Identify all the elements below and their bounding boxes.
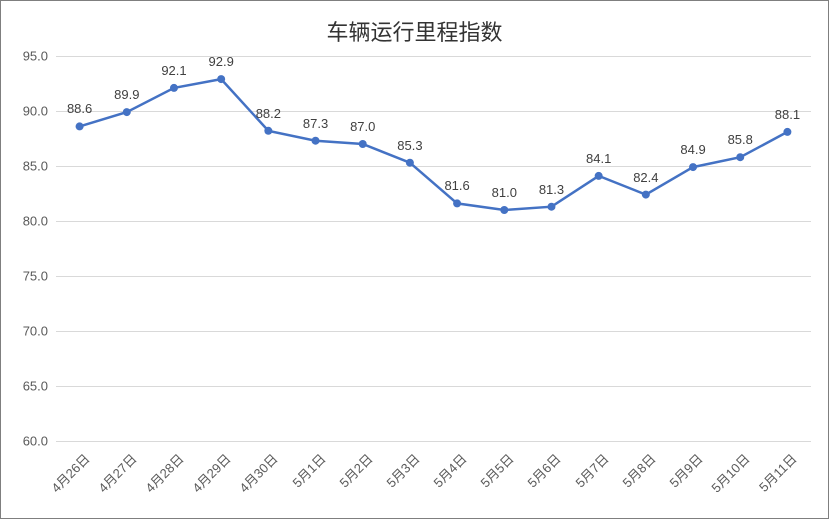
x-tick-label: 4月26日 [46, 449, 93, 496]
data-label: 92.9 [209, 54, 234, 69]
data-label: 87.3 [303, 116, 328, 131]
data-label: 88.2 [256, 106, 281, 121]
data-point [217, 75, 225, 83]
plot-area: 88.6 89.9 92.1 92.9 88.2 87.3 87.0 85.3 81.6 81.0… [56, 56, 811, 441]
data-point [453, 199, 461, 207]
data-point [264, 127, 272, 135]
x-tick-label: 5月10日 [706, 449, 753, 496]
y-tick-label: 85.0 [8, 159, 48, 174]
data-label: 88.1 [775, 107, 800, 122]
x-tick-label: 4月28日 [140, 449, 187, 496]
x-tick-label: 5月9日 [664, 449, 706, 491]
data-point [359, 140, 367, 148]
x-tick-label: 4月29日 [187, 449, 234, 496]
x-tick-label: 5月6日 [523, 449, 565, 491]
data-point [689, 163, 697, 171]
data-point [312, 137, 320, 145]
data-point [406, 159, 414, 167]
x-tick-label: 5月3日 [381, 449, 423, 491]
data-label: 87.0 [350, 119, 375, 134]
data-point [736, 153, 744, 161]
data-label: 84.9 [680, 142, 705, 157]
data-label: 85.3 [397, 138, 422, 153]
x-tick-label: 5月7日 [570, 449, 612, 491]
data-label: 92.1 [161, 63, 186, 78]
data-point [595, 172, 603, 180]
x-tick-label: 4月30日 [235, 449, 282, 496]
data-point [500, 206, 508, 214]
x-tick-label: 5月8日 [617, 449, 659, 491]
data-label: 81.0 [492, 185, 517, 200]
x-tick-label: 5月4日 [428, 449, 470, 491]
data-label: 82.4 [633, 170, 658, 185]
chart-title: 车辆运行里程指数 [1, 15, 828, 47]
gridline [56, 441, 811, 442]
y-tick-label: 75.0 [8, 269, 48, 284]
data-label: 81.6 [444, 178, 469, 193]
data-label: 81.3 [539, 182, 564, 197]
y-tick-label: 65.0 [8, 379, 48, 394]
x-tick-label: 5月5日 [476, 449, 518, 491]
data-point [783, 128, 791, 136]
data-point [123, 108, 131, 116]
data-label: 84.1 [586, 151, 611, 166]
chart-container: 车辆运行里程指数 60.0 65.0 70.0 75.0 80.0 85.0 90.0 95.… [0, 0, 829, 519]
x-tick-label: 5月2日 [334, 449, 376, 491]
x-tick-label: 4月27日 [93, 449, 140, 496]
data-label: 89.9 [114, 87, 139, 102]
x-tick-label: 5月1日 [287, 449, 329, 491]
y-tick-label: 90.0 [8, 104, 48, 119]
data-point [76, 122, 84, 130]
y-tick-label: 70.0 [8, 324, 48, 339]
data-label: 85.8 [728, 132, 753, 147]
x-tick-label: 5月11日 [754, 449, 800, 495]
line-series [56, 56, 811, 441]
y-tick-label: 95.0 [8, 49, 48, 64]
y-tick-label: 80.0 [8, 214, 48, 229]
data-point [642, 191, 650, 199]
data-point [170, 84, 178, 92]
data-point [547, 203, 555, 211]
data-label: 88.6 [67, 101, 92, 116]
y-tick-label: 60.0 [8, 434, 48, 449]
